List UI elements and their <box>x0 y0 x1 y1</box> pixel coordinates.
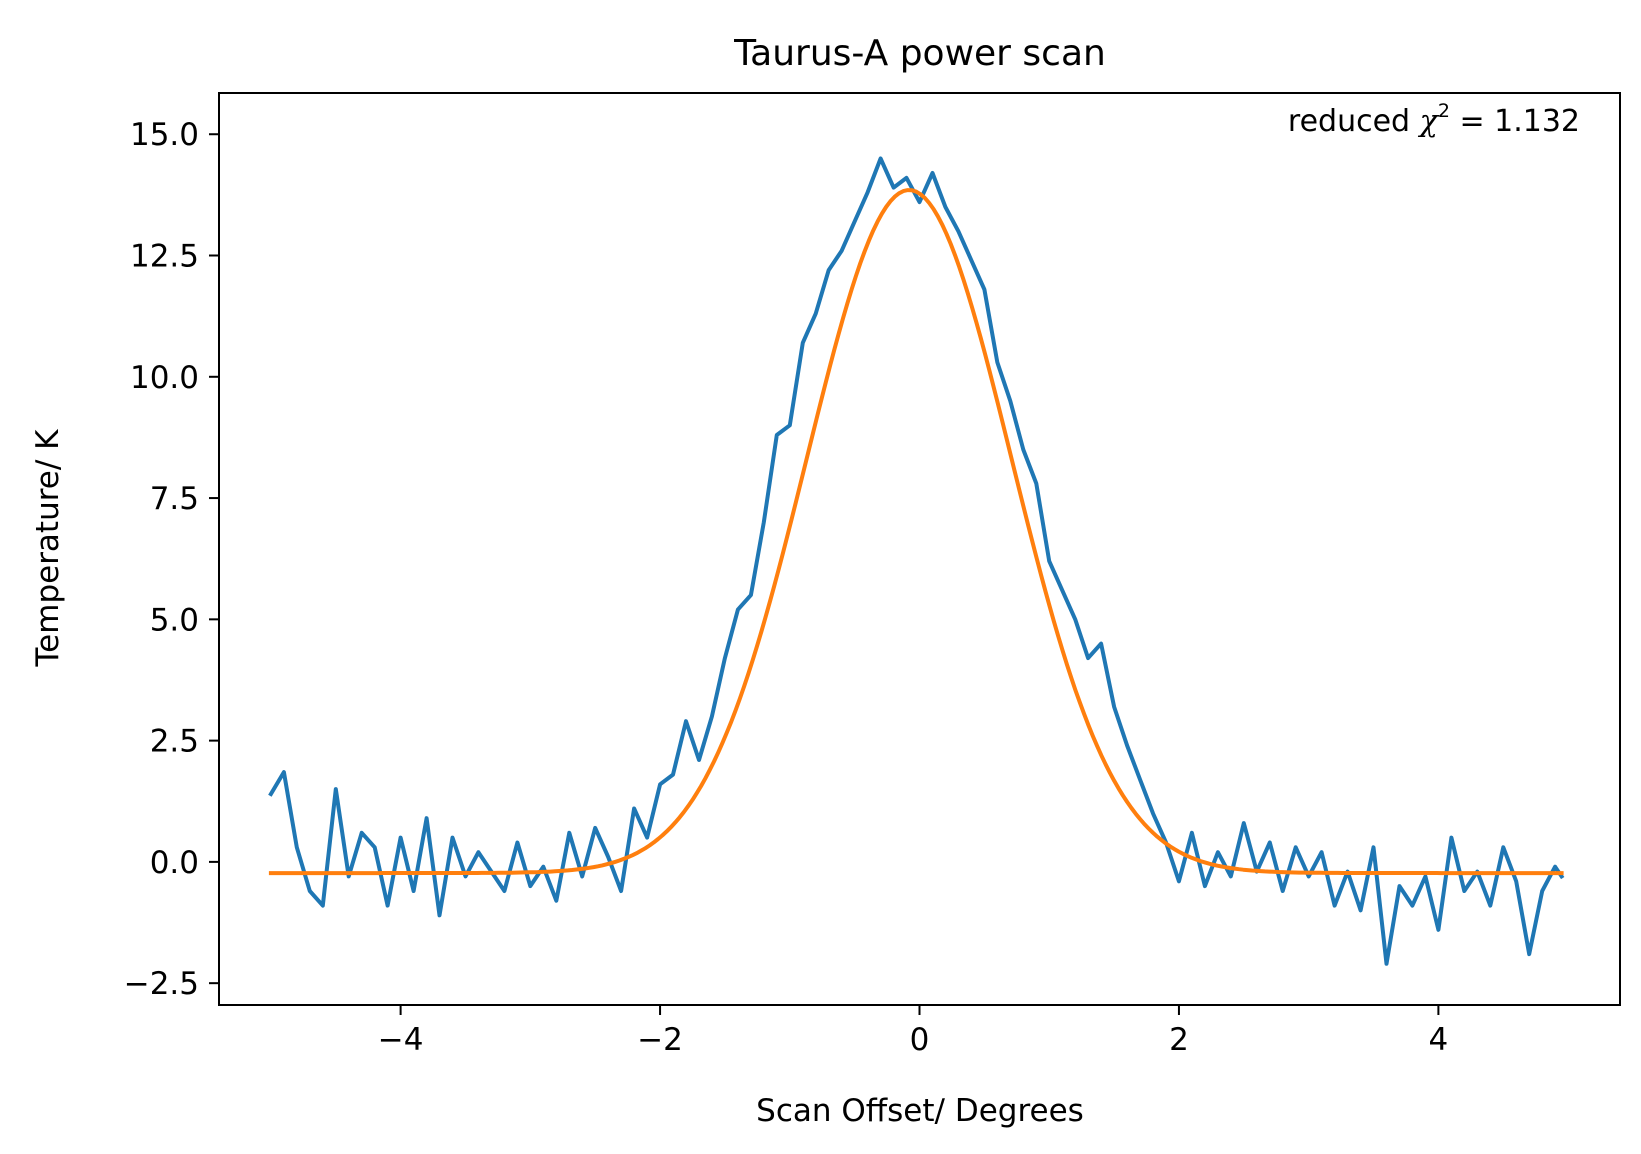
annotation-superscript: 2 <box>1438 100 1450 122</box>
x-axis-label: Scan Offset/ Degrees <box>756 1093 1084 1129</box>
y-axis-ticks: −2.5 0.0 2.5 5.0 7.5 10.0 12.5 15.0 <box>124 117 219 1002</box>
y-tick-label: 10.0 <box>130 360 199 396</box>
x-tick-label: 2 <box>1169 1022 1189 1058</box>
x-axis-ticks: −4 −2 0 2 4 <box>378 1005 1448 1058</box>
x-tick-label: −2 <box>637 1022 683 1058</box>
annotation-prefix: reduced <box>1288 104 1420 139</box>
y-tick-label: 5.0 <box>150 602 199 638</box>
x-tick-label: −4 <box>378 1022 424 1058</box>
y-tick-label: 15.0 <box>130 117 199 153</box>
y-tick-label: −2.5 <box>124 966 199 1002</box>
y-axis-label: Temperature/ K <box>30 429 66 668</box>
chart-title: Taurus-A power scan <box>733 33 1106 74</box>
x-tick-label: 0 <box>910 1022 930 1058</box>
fit-series-line <box>268 188 1564 876</box>
chi-square-annotation: reduced χ2 = 1.132 <box>1288 100 1580 139</box>
y-tick-label: 12.5 <box>130 239 199 275</box>
plot-frame <box>218 92 1621 1006</box>
data-series-line <box>268 156 1565 966</box>
plot-area <box>268 156 1565 966</box>
x-tick-label: 4 <box>1429 1022 1449 1058</box>
annotation-symbol: χ <box>1418 104 1440 139</box>
y-tick-label: 7.5 <box>150 481 199 517</box>
y-tick-label: 0.0 <box>150 845 199 881</box>
y-tick-label: 2.5 <box>150 724 199 760</box>
annotation-suffix: = 1.132 <box>1450 104 1580 139</box>
